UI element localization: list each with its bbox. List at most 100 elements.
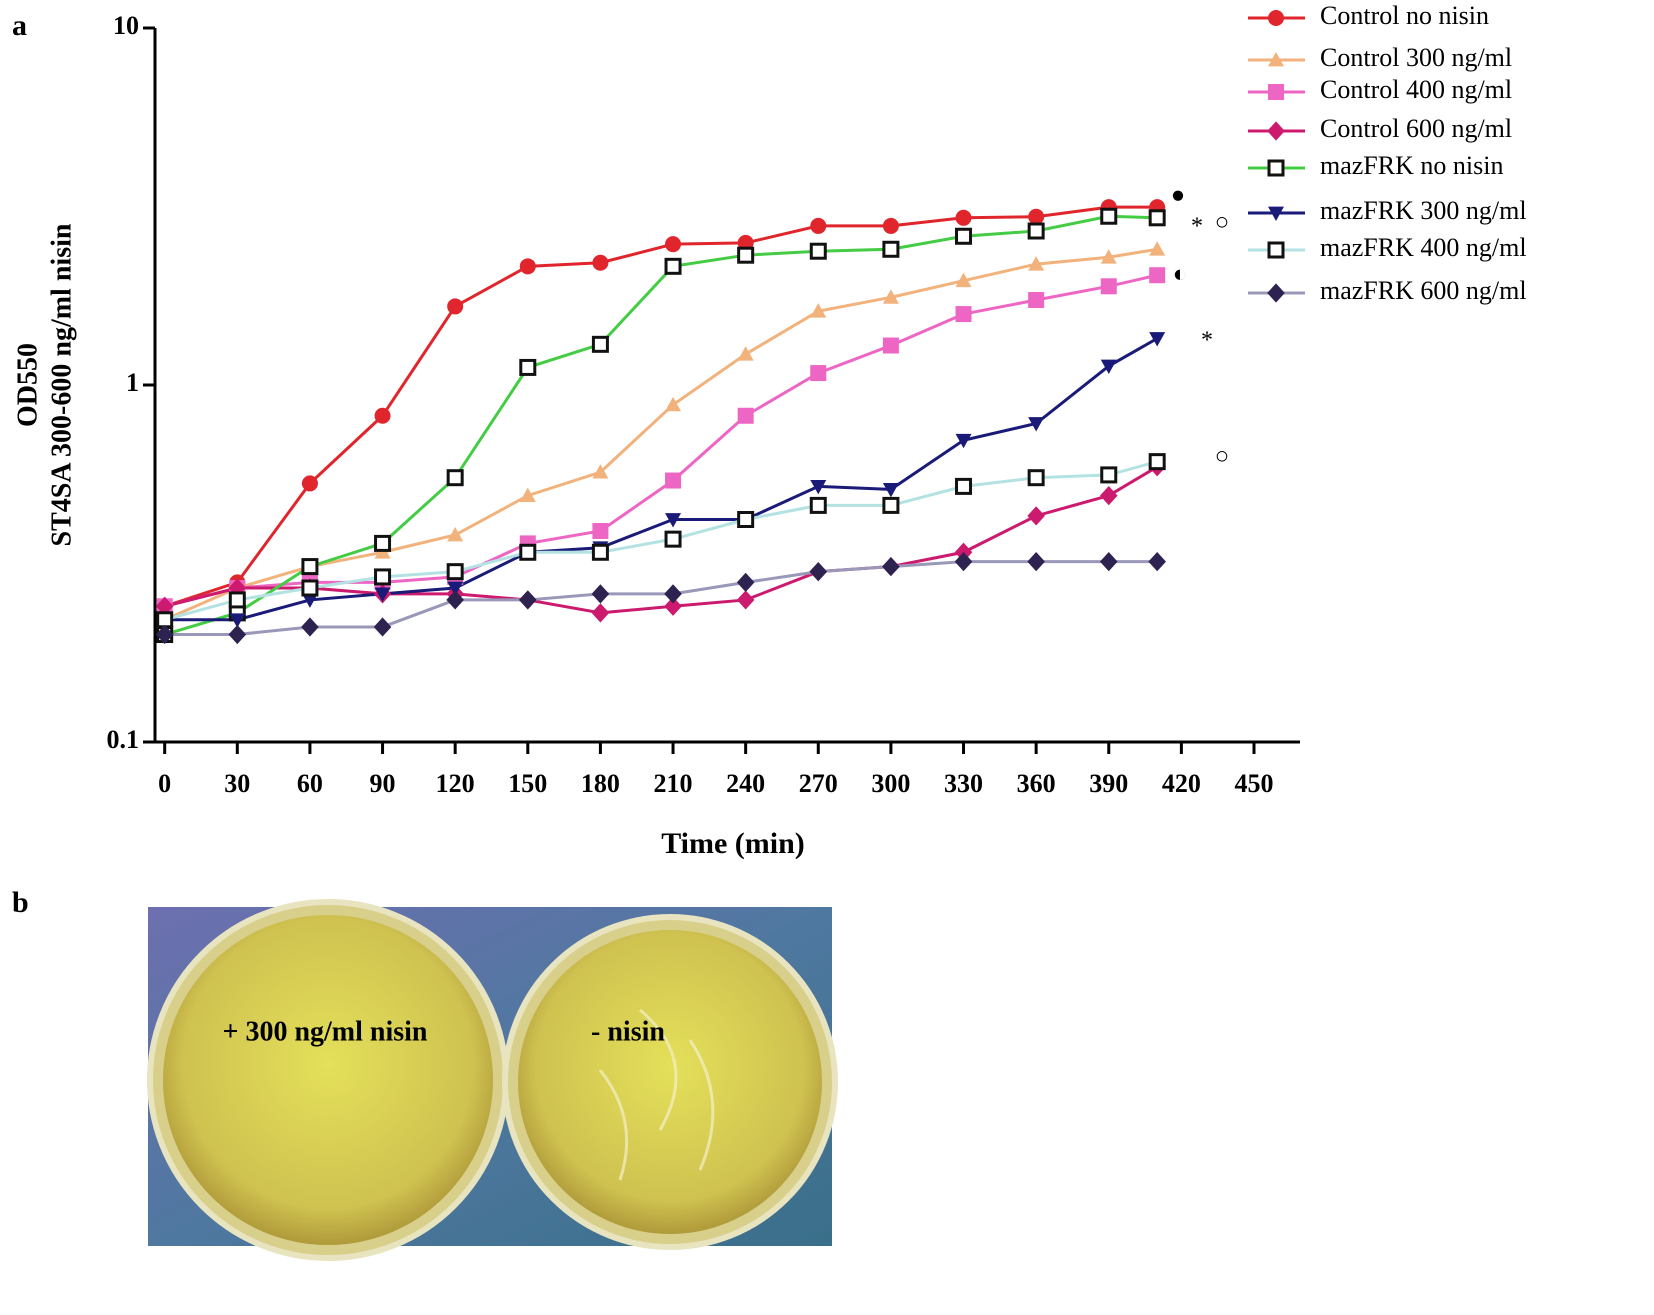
marker — [1100, 466, 1118, 484]
agar — [163, 915, 493, 1245]
legend-label: mazFRK 600 ng/ml — [1320, 276, 1527, 305]
marker — [591, 584, 610, 604]
marker — [1149, 267, 1166, 284]
marker — [519, 543, 537, 561]
marker — [446, 590, 464, 610]
legend-label: mazFRK no nisin — [1320, 151, 1503, 180]
marker — [519, 258, 536, 275]
marker — [736, 590, 755, 610]
marker — [592, 464, 609, 479]
marker — [882, 217, 899, 234]
panel-label: a — [12, 9, 27, 42]
marker — [1268, 206, 1284, 221]
marker — [1027, 469, 1045, 487]
marker — [374, 587, 391, 602]
marker — [810, 217, 827, 234]
x-tick-label: 180 — [581, 769, 620, 798]
streak — [598, 1008, 715, 1181]
marker — [301, 593, 318, 608]
marker — [1268, 84, 1284, 100]
marker — [447, 527, 464, 542]
annotation: * — [1191, 214, 1203, 240]
marker — [446, 563, 464, 581]
marker — [301, 558, 319, 576]
marker — [882, 337, 899, 354]
panel-label: b — [12, 886, 29, 919]
marker — [664, 530, 682, 548]
marker — [301, 579, 319, 597]
marker — [882, 496, 900, 514]
marker — [374, 407, 391, 424]
marker — [955, 272, 972, 288]
marker — [809, 562, 828, 582]
marker — [1100, 359, 1117, 375]
marker — [955, 433, 972, 449]
marker — [592, 522, 609, 539]
marker — [664, 584, 682, 604]
annotation: ○ — [1215, 210, 1230, 236]
x-tick-label: 270 — [799, 769, 838, 798]
plate-label: - nisin — [591, 1016, 665, 1047]
y-axis-label: OD550 — [12, 343, 43, 427]
marker — [155, 624, 174, 645]
marker — [592, 254, 609, 271]
marker — [665, 396, 682, 412]
series-line — [164, 205, 1158, 608]
x-tick-label: 150 — [508, 769, 547, 798]
marker — [1267, 283, 1285, 303]
marker — [810, 365, 827, 382]
marker — [882, 556, 900, 577]
marker — [1149, 241, 1166, 256]
marker — [518, 590, 537, 610]
marker — [737, 407, 754, 424]
marker — [228, 578, 247, 598]
x-tick-label: 30 — [224, 769, 250, 798]
marker — [1027, 506, 1045, 526]
marker — [591, 543, 609, 561]
marker — [228, 624, 247, 645]
legend-label: Control 300 ng/ml — [1320, 43, 1512, 72]
y-tick-label: 0.1 — [107, 725, 140, 754]
marker — [810, 479, 827, 495]
x-tick-label: 210 — [654, 769, 693, 798]
marker — [519, 358, 537, 376]
marker — [447, 581, 464, 597]
marker — [955, 227, 973, 245]
marker — [301, 475, 318, 492]
marker — [1100, 207, 1118, 225]
y-tick-label: 1 — [126, 368, 139, 397]
x-tick-label: 120 — [436, 769, 475, 798]
legend-label: mazFRK 400 ng/ml — [1320, 233, 1527, 262]
marker — [736, 572, 755, 592]
y-axis-label: ST4SA 300-600 ng/ml nisin — [46, 223, 77, 546]
marker — [882, 289, 899, 304]
plate-label: + 300 ng/ml nisin — [222, 1016, 427, 1047]
marker — [156, 611, 174, 629]
annotation: ○ — [1215, 444, 1230, 470]
marker — [1027, 552, 1045, 572]
marker — [1028, 208, 1045, 225]
marker — [1267, 159, 1285, 177]
marker — [374, 568, 392, 586]
annotation: * — [1201, 328, 1213, 354]
annotation: ◐ — [1173, 262, 1188, 288]
marker — [519, 487, 536, 502]
agar — [518, 930, 822, 1234]
marker — [1267, 121, 1285, 141]
marker — [954, 552, 973, 572]
marker — [591, 335, 609, 353]
x-tick-label: 420 — [1162, 769, 1201, 798]
marker — [1100, 249, 1117, 264]
marker — [1148, 209, 1166, 227]
marker — [1149, 332, 1166, 347]
marker — [228, 591, 246, 609]
marker — [737, 511, 755, 528]
marker — [1028, 256, 1045, 271]
marker — [1027, 222, 1045, 240]
x-tick-label: 450 — [1235, 769, 1274, 798]
x-tick-label: 240 — [726, 769, 765, 798]
x-tick-label: 60 — [297, 769, 323, 798]
x-tick-label: 90 — [370, 769, 396, 798]
